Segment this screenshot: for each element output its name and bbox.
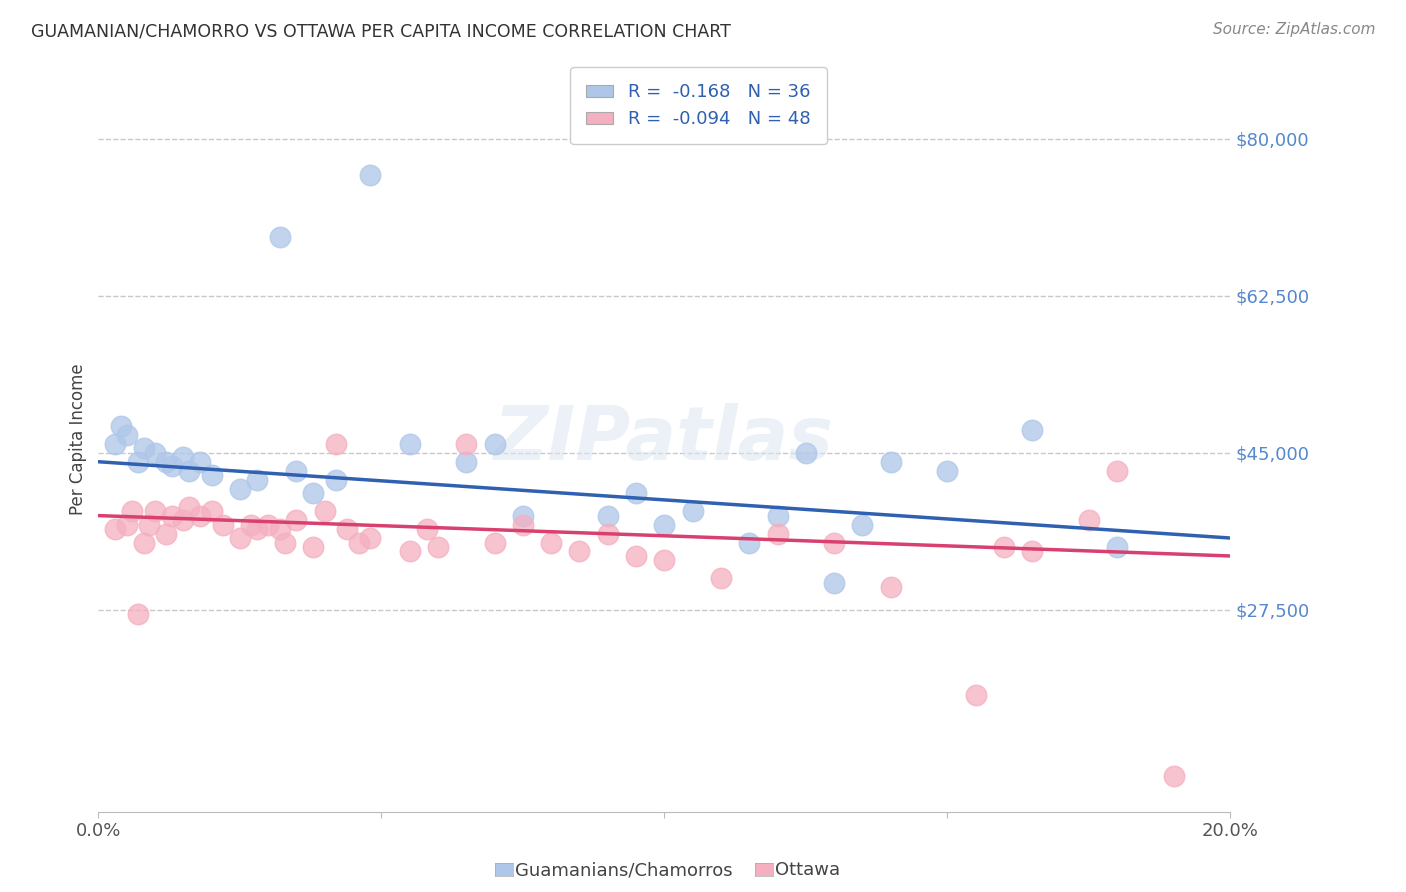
Point bbox=[851, 517, 873, 532]
Point bbox=[456, 455, 478, 469]
Point bbox=[115, 427, 138, 442]
Point bbox=[201, 468, 224, 483]
Point bbox=[1107, 464, 1129, 478]
Point bbox=[302, 486, 325, 500]
Point bbox=[766, 508, 789, 523]
Point bbox=[240, 517, 263, 532]
Point bbox=[127, 455, 149, 469]
Point bbox=[936, 464, 959, 478]
Point bbox=[246, 522, 269, 536]
Point bbox=[596, 508, 619, 523]
Point bbox=[177, 500, 200, 514]
Point bbox=[823, 535, 845, 549]
Point bbox=[138, 517, 160, 532]
Point bbox=[188, 455, 211, 469]
Point bbox=[484, 535, 506, 549]
Y-axis label: Per Capita Income: Per Capita Income bbox=[69, 364, 87, 515]
Point bbox=[1107, 540, 1129, 554]
Point bbox=[121, 504, 143, 518]
Legend: R =  -0.168   N = 36, R =  -0.094   N = 48: R = -0.168 N = 36, R = -0.094 N = 48 bbox=[569, 67, 827, 145]
Point bbox=[269, 230, 291, 244]
Text: GUAMANIAN/CHAMORRO VS OTTAWA PER CAPITA INCOME CORRELATION CHART: GUAMANIAN/CHAMORRO VS OTTAWA PER CAPITA … bbox=[31, 22, 731, 40]
Point bbox=[652, 553, 676, 567]
Point bbox=[823, 575, 845, 590]
Point bbox=[427, 540, 450, 554]
Point bbox=[274, 535, 297, 549]
Point bbox=[177, 464, 200, 478]
Point bbox=[246, 473, 269, 487]
Point bbox=[359, 531, 381, 545]
Point bbox=[172, 513, 194, 527]
Point bbox=[155, 526, 177, 541]
Point bbox=[269, 522, 291, 536]
Point bbox=[229, 482, 252, 496]
Point bbox=[359, 168, 381, 182]
Point bbox=[880, 455, 903, 469]
Point bbox=[285, 513, 308, 527]
Text: Source: ZipAtlas.com: Source: ZipAtlas.com bbox=[1212, 22, 1375, 37]
Point bbox=[710, 571, 733, 585]
Point bbox=[880, 580, 903, 594]
Point bbox=[212, 517, 235, 532]
Text: Ottawa: Ottawa bbox=[775, 861, 841, 879]
Point bbox=[172, 450, 194, 465]
Text: Guamanians/Chamorros: Guamanians/Chamorros bbox=[515, 861, 733, 879]
Point bbox=[398, 544, 420, 558]
Point bbox=[596, 526, 619, 541]
Point bbox=[540, 535, 562, 549]
Point bbox=[1021, 544, 1043, 558]
Point bbox=[143, 504, 166, 518]
Point bbox=[1021, 423, 1043, 437]
Point bbox=[285, 464, 308, 478]
Point bbox=[104, 522, 127, 536]
Point bbox=[1077, 513, 1099, 527]
Point bbox=[115, 517, 138, 532]
Point bbox=[127, 607, 149, 622]
Point bbox=[302, 540, 325, 554]
Point bbox=[314, 504, 336, 518]
Point bbox=[132, 535, 155, 549]
Point bbox=[993, 540, 1015, 554]
Point bbox=[347, 535, 370, 549]
Point bbox=[325, 437, 347, 451]
Point bbox=[325, 473, 347, 487]
Point bbox=[415, 522, 437, 536]
Point bbox=[110, 418, 132, 433]
Point bbox=[738, 535, 761, 549]
Point bbox=[188, 508, 211, 523]
Point bbox=[456, 437, 478, 451]
Point bbox=[143, 446, 166, 460]
Point bbox=[512, 508, 534, 523]
Point bbox=[766, 526, 789, 541]
Point bbox=[160, 508, 183, 523]
Point bbox=[484, 437, 506, 451]
Point bbox=[568, 544, 591, 558]
Point bbox=[201, 504, 224, 518]
Point bbox=[624, 486, 647, 500]
Point bbox=[652, 517, 676, 532]
Point bbox=[160, 459, 183, 474]
Text: ZIPatlas: ZIPatlas bbox=[495, 403, 834, 475]
Point bbox=[398, 437, 420, 451]
Point bbox=[965, 688, 987, 702]
Point bbox=[794, 446, 817, 460]
Point bbox=[132, 442, 155, 456]
Point bbox=[104, 437, 127, 451]
Point bbox=[257, 517, 280, 532]
Point bbox=[155, 455, 177, 469]
Point bbox=[229, 531, 252, 545]
Point bbox=[512, 517, 534, 532]
Point bbox=[336, 522, 359, 536]
Point bbox=[682, 504, 704, 518]
Point bbox=[624, 549, 647, 563]
Point bbox=[1163, 769, 1185, 783]
